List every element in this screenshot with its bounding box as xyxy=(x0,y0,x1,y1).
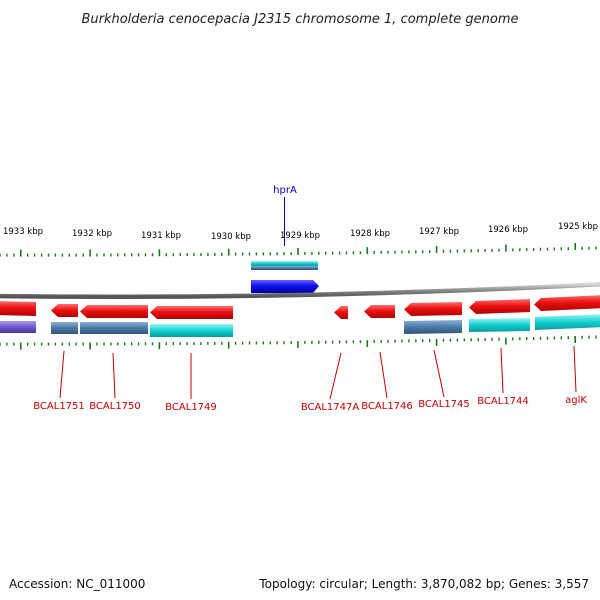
topology-text: Topology: circular; Length: 3,870,082 bp… xyxy=(259,577,589,591)
gene-label[interactable]: BCAL1745 xyxy=(418,399,470,410)
cyan-bar-1744 xyxy=(469,318,530,332)
BCAL1752-arrow[interactable] xyxy=(0,301,36,316)
leader-BCAL1750 xyxy=(112,352,116,399)
BCAL1749-arrow[interactable] xyxy=(150,306,233,319)
scale-label: 1926 kbp xyxy=(488,225,528,235)
outer-ticks xyxy=(0,243,597,257)
cyan-bar-1749 xyxy=(150,324,233,337)
gene-label[interactable]: BCAL1746 xyxy=(361,401,413,412)
BCAL1746-arrow[interactable] xyxy=(364,305,395,318)
scale-label: 1929 kbp xyxy=(280,231,320,241)
BCAL1745-arrow[interactable] xyxy=(404,302,462,316)
aglK-arrow[interactable] xyxy=(534,295,600,311)
leader-BCAL1747A xyxy=(329,352,342,400)
map-title: Burkholderia cenocepacia J2315 chromosom… xyxy=(81,12,518,27)
steel-bar-1751 xyxy=(51,322,78,334)
scale-label: 1927 kbp xyxy=(419,227,459,237)
gene-label[interactable]: BCAL1749 xyxy=(165,402,217,413)
gene-label[interactable]: BCAL1744 xyxy=(477,396,529,407)
leader-aglK xyxy=(573,345,577,393)
gene-label[interactable]: BCAL1750 xyxy=(89,401,141,412)
scale-label: 1928 kbp xyxy=(350,229,390,239)
scale-label: 1930 kbp xyxy=(211,232,251,242)
hprA-features[interactable] xyxy=(251,261,319,293)
inner-ticks xyxy=(0,335,597,350)
cyan-bar-aglK xyxy=(535,314,600,330)
chromosome-backbone xyxy=(0,282,600,300)
BCAL1744-arrow[interactable] xyxy=(469,299,530,314)
feature-bars xyxy=(0,314,600,337)
leader-BCAL1744 xyxy=(500,347,504,394)
steel-bar-1745 xyxy=(404,320,462,334)
gene-label[interactable]: BCAL1747A xyxy=(301,402,360,413)
scale-label: 1931 kbp xyxy=(141,231,181,241)
BCAL1750-arrow[interactable] xyxy=(80,305,148,318)
scale-label: 1925 kbp xyxy=(558,222,598,232)
leader-BCAL1745 xyxy=(433,349,445,398)
hprA-steel-bar xyxy=(251,266,318,270)
label-leaders xyxy=(59,345,577,400)
hprA-gene-arrow[interactable] xyxy=(251,280,319,293)
BCAL1751-arrow[interactable] xyxy=(51,304,78,317)
scale-labels: 1933 kbp 1932 kbp 1931 kbp 1930 kbp 1929 kbp… xyxy=(3,222,598,242)
scale-label: 1932 kbp xyxy=(72,229,112,239)
accession-text: Accession: NC_011000 xyxy=(9,577,146,591)
hprA-cyan-bar xyxy=(251,261,318,266)
gene-label[interactable]: hprA xyxy=(273,185,297,196)
reverse-strand-genes[interactable] xyxy=(0,295,600,319)
BCAL1747A-arrow[interactable] xyxy=(334,306,348,319)
steel-bar-1750 xyxy=(80,322,148,334)
purple-bar xyxy=(0,321,36,333)
scale-label: 1933 kbp xyxy=(3,227,43,237)
gene-label[interactable]: BCAL1751 xyxy=(33,401,85,412)
leader-BCAL1751 xyxy=(59,350,65,399)
leader-BCAL1746 xyxy=(379,351,388,399)
gene-label[interactable]: aglK xyxy=(565,395,587,406)
